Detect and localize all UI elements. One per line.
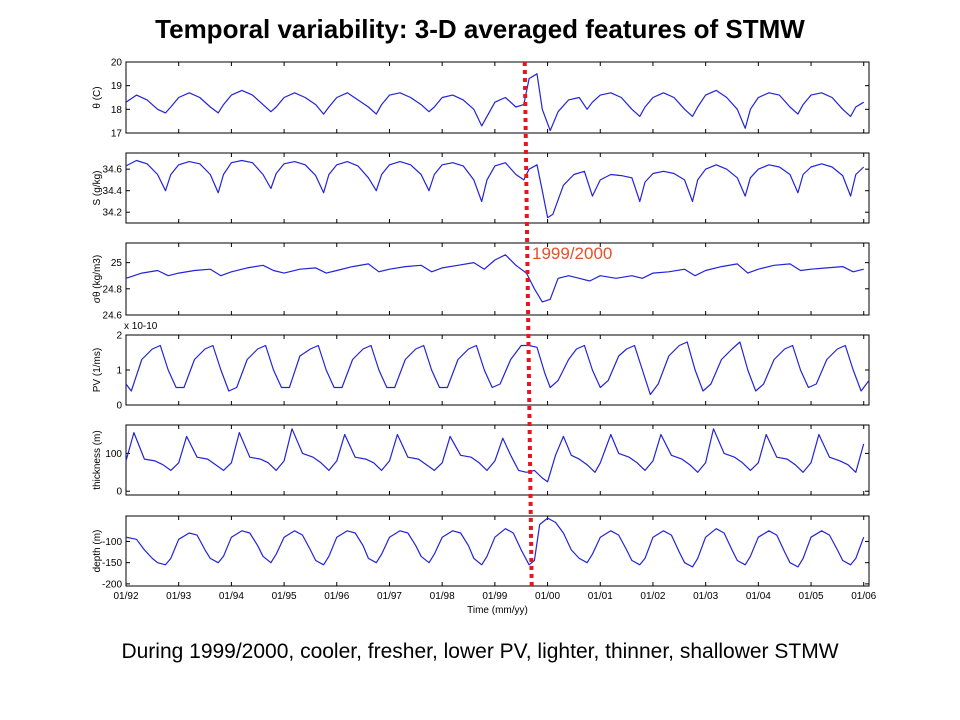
y-tick-label-theta: 19 (111, 81, 123, 92)
series-line-thickness (125, 428, 865, 483)
panel-frame-salinity (125, 152, 870, 224)
x-tick-label: 01/96 (324, 591, 349, 602)
x-tick-label: 01/97 (377, 591, 402, 602)
series-line-depth (125, 517, 865, 568)
x-tick-label: 01/98 (430, 591, 455, 602)
y-tick-label-depth: -100 (102, 537, 122, 548)
y-tick-label-salinity: 34.4 (103, 186, 123, 197)
y-tick-label-theta: 20 (111, 58, 123, 69)
x-tick-label: 01/05 (799, 591, 824, 602)
x-tick-label: 01/92 (113, 591, 138, 602)
page-title: Temporal variability: 3-D averaged featu… (155, 14, 805, 44)
panel-frame-theta (125, 61, 870, 134)
y-tick-label-sigma: 25 (111, 258, 123, 269)
marker-line-1999-2000 (522, 61, 534, 591)
panel-frame-pv (125, 334, 870, 406)
y-tick-label-sigma: 24.6 (103, 311, 123, 322)
y-axis-label-thickness: thickness (m) (92, 430, 103, 489)
x-tick-label: 01/99 (482, 591, 507, 602)
y-tick-label-salinity: 34.2 (103, 208, 123, 219)
y-tick-label-sigma: 24.8 (103, 284, 123, 295)
y-axis-label-theta: θ (C) (92, 86, 103, 108)
series-line-sigma (125, 254, 864, 303)
caption: During 1999/2000, cooler, fresher, lower… (121, 640, 839, 663)
y-axis-label-sigma: σθ (kg/m3) (92, 255, 103, 303)
y-tick-label-salinity: 34.6 (103, 165, 123, 176)
y-axis-label-salinity: S (g/kg) (92, 170, 103, 205)
x-tick-label: 01/94 (219, 591, 244, 602)
y-scale-label-pv: x 10-10 (124, 321, 158, 332)
marker-annotation: 1999/2000 (532, 244, 612, 263)
x-tick-label: 01/01 (588, 591, 613, 602)
series-line-pv (125, 341, 870, 396)
y-tick-label-theta: 18 (111, 105, 123, 116)
y-tick-label-pv: 0 (116, 401, 122, 412)
y-tick-label-theta: 17 (111, 129, 123, 140)
x-tick-label: 01/95 (272, 591, 297, 602)
series-line-theta (125, 73, 865, 132)
x-tick-label: 01/06 (851, 591, 876, 602)
panel-frame-sigma (125, 242, 870, 316)
y-tick-label-depth: -200 (102, 579, 122, 590)
x-axis-label: Time (mm/yy) (467, 605, 528, 616)
panel-frame-depth (125, 515, 870, 587)
panel-frame-thickness (125, 424, 870, 496)
x-tick-label: 01/93 (166, 591, 191, 602)
y-axis-label-depth: depth (m) (92, 530, 103, 573)
y-tick-label-depth: -150 (102, 558, 122, 569)
x-tick-label: 01/03 (693, 591, 718, 602)
x-tick-label: 01/02 (640, 591, 665, 602)
y-tick-label-thickness: 0 (116, 487, 122, 498)
series-line-salinity (125, 159, 865, 219)
x-tick-label: 01/00 (535, 591, 560, 602)
y-tick-label-thickness: 100 (105, 449, 122, 460)
y-tick-label-pv: 1 (116, 366, 122, 377)
y-axis-label-pv: PV (1/ms) (92, 348, 103, 392)
y-tick-label-pv: 2 (116, 331, 122, 342)
x-tick-label: 01/04 (746, 591, 771, 602)
